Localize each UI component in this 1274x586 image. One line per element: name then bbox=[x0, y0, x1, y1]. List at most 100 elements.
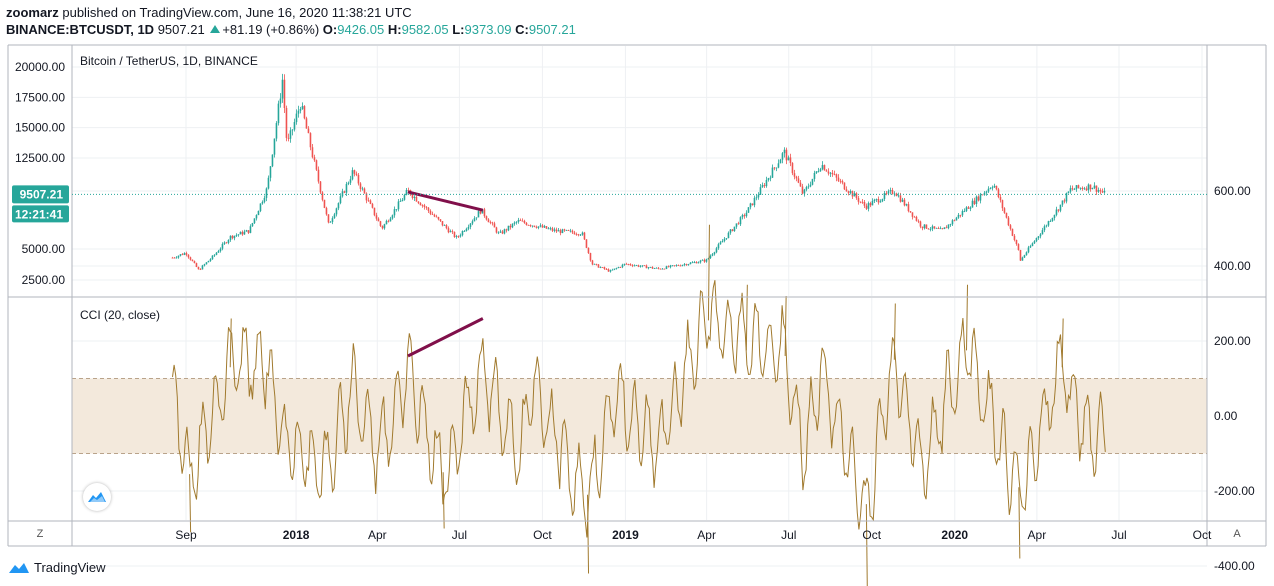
price-candle bbox=[961, 209, 964, 218]
x-tick-label: Jul bbox=[781, 528, 796, 542]
price-candle bbox=[203, 263, 206, 267]
candle-body bbox=[781, 153, 784, 160]
log-scale-toggle[interactable]: Z bbox=[36, 528, 44, 540]
price-candle bbox=[661, 268, 664, 270]
candle-body bbox=[813, 172, 816, 179]
candle-body bbox=[281, 79, 284, 99]
price-candle bbox=[383, 223, 386, 230]
candle-body bbox=[685, 264, 688, 266]
price-candle bbox=[809, 181, 812, 188]
price-candle bbox=[677, 264, 680, 266]
candle-body bbox=[755, 197, 758, 199]
candle-body bbox=[1031, 243, 1034, 247]
price-candle bbox=[295, 109, 298, 125]
price-candle bbox=[395, 209, 398, 212]
price-candle bbox=[665, 265, 668, 270]
candle-body bbox=[415, 196, 418, 202]
candle-body bbox=[835, 174, 838, 178]
candle-body bbox=[385, 220, 388, 225]
price-candle bbox=[509, 223, 512, 230]
price-candle bbox=[345, 181, 348, 197]
candle-body bbox=[459, 235, 462, 237]
candle-body bbox=[395, 209, 398, 211]
price-candle bbox=[1031, 242, 1034, 247]
price-candle bbox=[1027, 245, 1030, 254]
price-candle bbox=[433, 213, 436, 218]
candle-body bbox=[1007, 217, 1010, 226]
price-candle bbox=[1043, 224, 1046, 233]
price-candle bbox=[885, 190, 888, 196]
candle-body bbox=[717, 244, 720, 249]
tradingview-logo-icon[interactable] bbox=[83, 483, 111, 511]
tradingview-brand-icon bbox=[9, 562, 29, 573]
candle-body bbox=[919, 221, 922, 227]
candle-body bbox=[621, 264, 624, 268]
candle-body bbox=[677, 265, 680, 266]
price-candle bbox=[379, 220, 382, 228]
price-candle bbox=[1037, 236, 1040, 240]
price-candle bbox=[923, 224, 926, 230]
price-candle bbox=[423, 203, 426, 210]
candle-body bbox=[917, 220, 920, 222]
price-candle bbox=[377, 217, 380, 222]
price-candle bbox=[745, 210, 748, 218]
price-candle bbox=[621, 263, 624, 269]
candle-body bbox=[931, 226, 934, 230]
x-tick-label: Jul bbox=[452, 528, 467, 542]
price-candle bbox=[401, 197, 404, 202]
price-candle bbox=[813, 170, 816, 182]
candle-body bbox=[1065, 193, 1068, 202]
candle-body bbox=[945, 227, 948, 229]
candle-body bbox=[535, 226, 538, 228]
candle-body bbox=[985, 191, 988, 193]
candle-body bbox=[889, 190, 892, 192]
candle-body bbox=[943, 227, 946, 230]
candle-body bbox=[515, 221, 518, 223]
candle-body bbox=[265, 188, 268, 198]
price-tick-label: 17500.00 bbox=[15, 90, 65, 104]
pane-frame bbox=[7, 44, 1267, 547]
price-candle bbox=[921, 226, 924, 231]
candle-body bbox=[789, 157, 792, 164]
price-candle bbox=[659, 268, 662, 270]
price-candle bbox=[197, 266, 200, 270]
price-candle bbox=[939, 226, 942, 230]
footer-brand[interactable]: TradingView bbox=[8, 560, 106, 575]
price-candle bbox=[567, 229, 570, 231]
candle-body bbox=[639, 266, 642, 267]
price-candle bbox=[617, 266, 620, 269]
price-candle bbox=[635, 264, 638, 267]
price-candle bbox=[981, 194, 984, 196]
price-candle bbox=[541, 223, 544, 228]
candle-body bbox=[597, 264, 600, 268]
price-candle bbox=[317, 166, 320, 184]
candle-body bbox=[1025, 252, 1028, 256]
candle-body bbox=[631, 265, 634, 266]
price-candle bbox=[189, 256, 192, 261]
price-candle bbox=[187, 254, 190, 259]
price-candle bbox=[381, 225, 384, 230]
price-candle bbox=[521, 218, 524, 222]
candle-body bbox=[229, 235, 232, 240]
price-candle bbox=[519, 218, 522, 221]
price-candle bbox=[193, 260, 196, 264]
auto-scale-toggle[interactable]: A bbox=[1233, 528, 1241, 540]
candle-body bbox=[1079, 187, 1082, 189]
price-candle bbox=[653, 267, 656, 270]
price-candle bbox=[551, 226, 554, 233]
price-candle bbox=[1045, 224, 1048, 228]
price-candle bbox=[305, 116, 308, 129]
candle-body bbox=[483, 209, 486, 217]
price-candle bbox=[191, 259, 194, 262]
price-candle bbox=[331, 216, 334, 225]
candle-body bbox=[1041, 230, 1044, 235]
candle-body bbox=[689, 262, 692, 265]
candle-body bbox=[289, 130, 292, 139]
price-candle bbox=[871, 198, 874, 206]
price-candle bbox=[175, 256, 178, 259]
candle-body bbox=[999, 197, 1002, 201]
last-price: 9507.21 bbox=[157, 22, 205, 37]
candle-body bbox=[611, 269, 614, 271]
price-candle bbox=[329, 220, 332, 223]
